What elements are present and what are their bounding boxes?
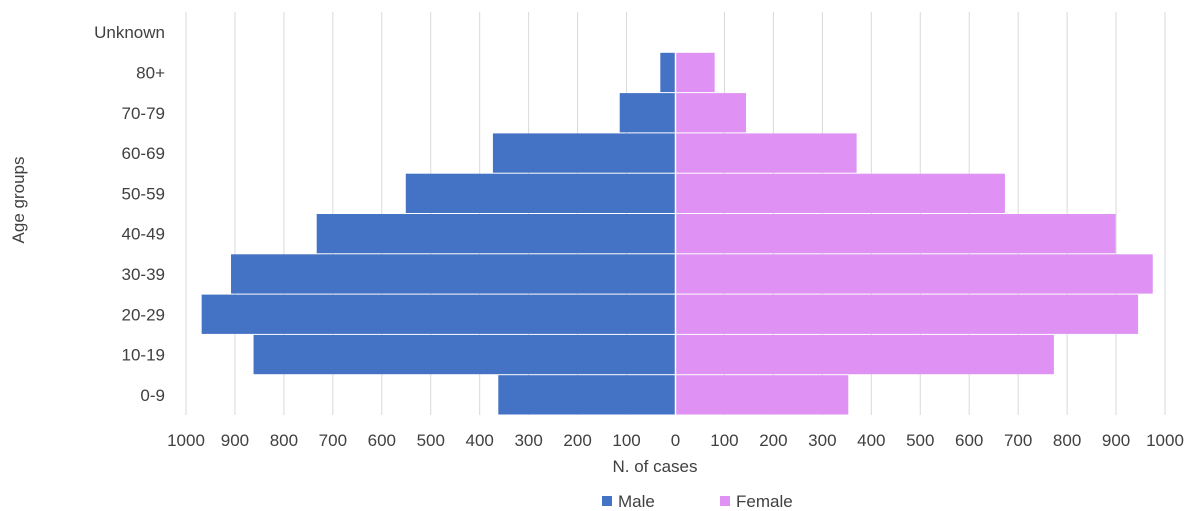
x-tick-label: 700 <box>319 431 347 450</box>
x-tick-label: 400 <box>466 431 494 450</box>
x-tick-label: 300 <box>808 431 836 450</box>
category-label: 0-9 <box>140 386 165 405</box>
bar-male-50-59 <box>405 173 676 213</box>
category-label: Unknown <box>94 23 165 42</box>
x-tick-label: 900 <box>221 431 249 450</box>
x-tick-label: 700 <box>1004 431 1032 450</box>
x-tick-label: 500 <box>417 431 445 450</box>
category-label: 20-29 <box>122 305 165 324</box>
bar-male-70-79 <box>619 93 676 133</box>
category-label: 60-69 <box>122 144 165 163</box>
bar-female-80plus <box>675 52 715 93</box>
legend: Male Female <box>602 492 793 511</box>
bar-male-40-49 <box>316 214 676 254</box>
bar-male-60-69 <box>492 133 676 173</box>
category-label: 30-39 <box>122 265 165 284</box>
y-axis-title: Age groups <box>9 157 28 244</box>
legend-label: Female <box>736 492 793 511</box>
bar-female-50-59 <box>675 173 1005 213</box>
x-tick-label: 800 <box>270 431 298 450</box>
bar-female-70-79 <box>675 93 746 133</box>
x-tick-labels: 1000 900 800 700 600 500 400 300 200 100 0 100 200 30… <box>167 431 1184 450</box>
x-tick-label: 300 <box>514 431 542 450</box>
category-label: 10-19 <box>122 346 165 365</box>
category-label: 70-79 <box>122 104 165 123</box>
x-tick-label: 0 <box>671 431 680 450</box>
x-tick-label: 100 <box>612 431 640 450</box>
bar-female-30-39 <box>675 254 1153 294</box>
bar-female-0-9 <box>675 375 849 415</box>
x-tick-label: 1000 <box>167 431 205 450</box>
x-tick-label: 100 <box>710 431 738 450</box>
x-tick-label: 500 <box>906 431 934 450</box>
bar-female-20-29 <box>675 294 1139 334</box>
bar-male-10-19 <box>253 334 676 375</box>
category-label: 40-49 <box>122 225 165 244</box>
bar-male-0-9 <box>498 375 676 415</box>
category-labels: 0-9 10-19 20-29 30-39 40-49 50-59 60-69 70-79 80… <box>94 23 165 405</box>
bar-male-80plus <box>660 52 676 93</box>
category-label: 80+ <box>136 63 165 82</box>
bars <box>201 12 1153 415</box>
x-tick-label: 600 <box>368 431 396 450</box>
legend-swatch <box>720 496 730 506</box>
x-tick-label: 800 <box>1053 431 1081 450</box>
category-label: 50-59 <box>122 184 165 203</box>
bar-female-60-69 <box>675 133 857 173</box>
x-tick-label: 600 <box>955 431 983 450</box>
x-tick-label: 200 <box>563 431 591 450</box>
x-axis-title: N. of cases <box>612 457 697 476</box>
legend-item-male: Male <box>602 492 655 511</box>
bar-male-20-29 <box>201 294 676 334</box>
legend-label: Male <box>618 492 655 511</box>
bar-male-30-39 <box>231 254 676 294</box>
x-tick-label: 1000 <box>1146 431 1184 450</box>
bar-female-10-19 <box>675 334 1054 375</box>
x-tick-label: 400 <box>857 431 885 450</box>
bar-female-40-49 <box>675 214 1116 254</box>
x-tick-label: 200 <box>759 431 787 450</box>
legend-item-female: Female <box>720 492 793 511</box>
legend-swatch <box>602 496 612 506</box>
x-tick-label: 900 <box>1102 431 1130 450</box>
